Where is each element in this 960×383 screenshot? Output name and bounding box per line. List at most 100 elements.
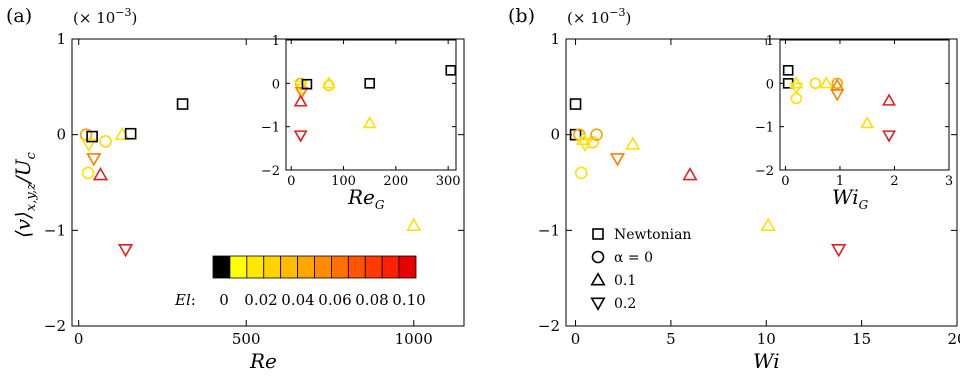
panel-a-inset-x-label: ReG — [347, 185, 385, 212]
panel-b-inset-x-tick-label: 2 — [890, 174, 898, 189]
colorbar-swatch — [381, 255, 400, 279]
panel-a-inset-x-tick-label: 100 — [331, 174, 356, 189]
panel-b-x-tick-label: 10 — [757, 330, 776, 348]
panel-a-point-tri-down — [117, 243, 134, 258]
colorbar — [212, 255, 417, 279]
panel-a-inset-y-tick-label: −2 — [261, 164, 280, 179]
panel-b-point-circle — [574, 166, 588, 180]
panel-a-point-tri-down — [81, 138, 97, 153]
panel-a-inset-point-square — [301, 78, 313, 90]
panel-a-x-tick-label: 0 — [74, 330, 84, 348]
panel-b-label: (b) — [508, 5, 535, 27]
panel-a-inset-point-tri-up — [321, 76, 336, 89]
legend-label: 0.2 — [614, 296, 636, 312]
panel-b-point-tri-up — [760, 217, 776, 232]
colorbar-swatch — [212, 255, 231, 279]
panel-b-point-tri-up — [682, 166, 698, 181]
panel-b-y-tick-label: 1 — [550, 30, 560, 48]
panel-b-inset-point-tri-down — [789, 82, 804, 95]
panel-a-inset-y-tick-label: 0 — [272, 77, 280, 92]
colorbar-tick-label: 0 — [219, 291, 229, 309]
panel-a-point-tri-up — [114, 126, 130, 141]
panel-a-point-square — [176, 98, 189, 110]
panel-a-y-tick-label: 0 — [56, 126, 66, 144]
panel-a-point-square — [124, 127, 137, 140]
panel-b-x-tick-label: 0 — [571, 330, 581, 348]
panel-a-x-axis-label: Re — [249, 349, 277, 373]
panel-a-inset-y-tick-label: −1 — [261, 121, 280, 136]
panel-b-x-tick-label: 15 — [852, 330, 871, 348]
colorbar-swatch — [280, 255, 298, 279]
panel-b-y-tick-label: −1 — [538, 221, 560, 239]
panel-a-x-tick-label: 500 — [232, 330, 261, 348]
panel-b-plot-area — [565, 38, 958, 327]
panel-b-point-tri-up — [625, 136, 641, 150]
panel-a-inset-point-square — [364, 78, 375, 89]
colorbar-swatch — [263, 255, 282, 279]
panel-b-point-square — [569, 98, 582, 110]
colorbar-tick-label: 0.06 — [318, 291, 351, 309]
legend-marker-tri-up — [590, 272, 606, 286]
panel-a-inset — [285, 39, 457, 171]
panel-a-point-circle — [81, 166, 95, 180]
panel-a-point-tri-up — [92, 166, 109, 181]
panel-b-point-tri-up — [575, 131, 591, 145]
panel-a-scale-note: (× 10−3) — [73, 6, 137, 27]
panel-a-label: (a) — [6, 5, 32, 27]
panel-b-x-axis-label: Wi — [753, 349, 780, 373]
panel-a-y-tick-label: −2 — [44, 317, 66, 335]
panel-b-x-tick-label: 20 — [947, 330, 960, 348]
panel-a-y-tick-label: 1 — [56, 30, 66, 48]
colorbar-tick-label: 0.02 — [244, 291, 277, 309]
panel-a-inset-x-tick-label: 0 — [287, 174, 295, 189]
colorbar-swatch — [314, 255, 332, 279]
panel-b-point-tri-down — [609, 153, 626, 167]
colorbar-tick-label: 0.04 — [281, 291, 314, 309]
colorbar-label: El: — [174, 291, 196, 309]
panel-a-inset-point-tri-down — [293, 130, 308, 143]
colorbar-swatch — [331, 255, 349, 279]
panel-b-point-tri-down — [577, 138, 593, 153]
colorbar-swatch — [297, 255, 315, 279]
colorbar-swatch — [347, 255, 366, 279]
panel-a-inset-point-square — [445, 65, 457, 76]
panel-b-inset-point-tri-up — [860, 115, 875, 129]
panel-b-point-tri-down — [831, 243, 847, 258]
panel-a-point-circle — [99, 135, 112, 148]
panel-b-inset-y-tick-label: −2 — [755, 164, 774, 179]
colorbar-tick-label: 0.10 — [392, 291, 425, 309]
panel-a-y-axis-label: ⟨v⟩x,y,z/Uc — [11, 151, 39, 238]
panel-b-point-circle — [590, 128, 603, 141]
panel-b-y-tick-label: −2 — [538, 317, 560, 335]
legend-marker-tri-down — [590, 297, 606, 311]
panel-b-inset-point-square — [782, 65, 794, 76]
panel-b-inset-x-tick-label: 1 — [836, 174, 844, 189]
panel-a-point-tri-down — [86, 153, 102, 167]
legend-marker-square — [592, 228, 604, 240]
legend-label: 0.1 — [614, 273, 636, 289]
colorbar-swatch — [364, 255, 383, 279]
panel-a-inset-x-tick-label: 200 — [383, 174, 408, 189]
panel-b-inset-y-tick-label: −1 — [755, 121, 774, 136]
panel-b-inset-point-tri-up — [882, 93, 897, 106]
panel-b-x-tick-label: 5 — [666, 330, 676, 348]
colorbar-swatch — [398, 255, 417, 279]
colorbar-tick-label: 0.08 — [355, 291, 388, 309]
panel-b-inset-point-tri-up — [830, 78, 845, 91]
panel-a-point-square — [86, 130, 98, 143]
panel-a-inset-y-tick-label: 1 — [272, 34, 280, 49]
panel-b-inset-x-tick-label: 0 — [781, 174, 789, 189]
panel-b-inset-point-tri-up — [819, 76, 834, 89]
panel-b-inset — [779, 39, 950, 171]
panel-b-inset-point-tri-down — [882, 130, 897, 143]
panel-a-x-tick-label: 1000 — [395, 330, 433, 348]
panel-a-point-tri-up — [406, 217, 422, 232]
legend-label: α = 0 — [614, 250, 653, 266]
panel-b-scale-note: (× 10−3) — [567, 6, 631, 27]
panel-b-inset-point-circle — [809, 77, 822, 90]
panel-a-inset-x-tick-label: 300 — [436, 174, 461, 189]
legend-label: Newtonian — [614, 227, 691, 243]
panel-b-y-tick-label: 0 — [550, 126, 560, 144]
legend-marker-circle — [591, 250, 605, 264]
